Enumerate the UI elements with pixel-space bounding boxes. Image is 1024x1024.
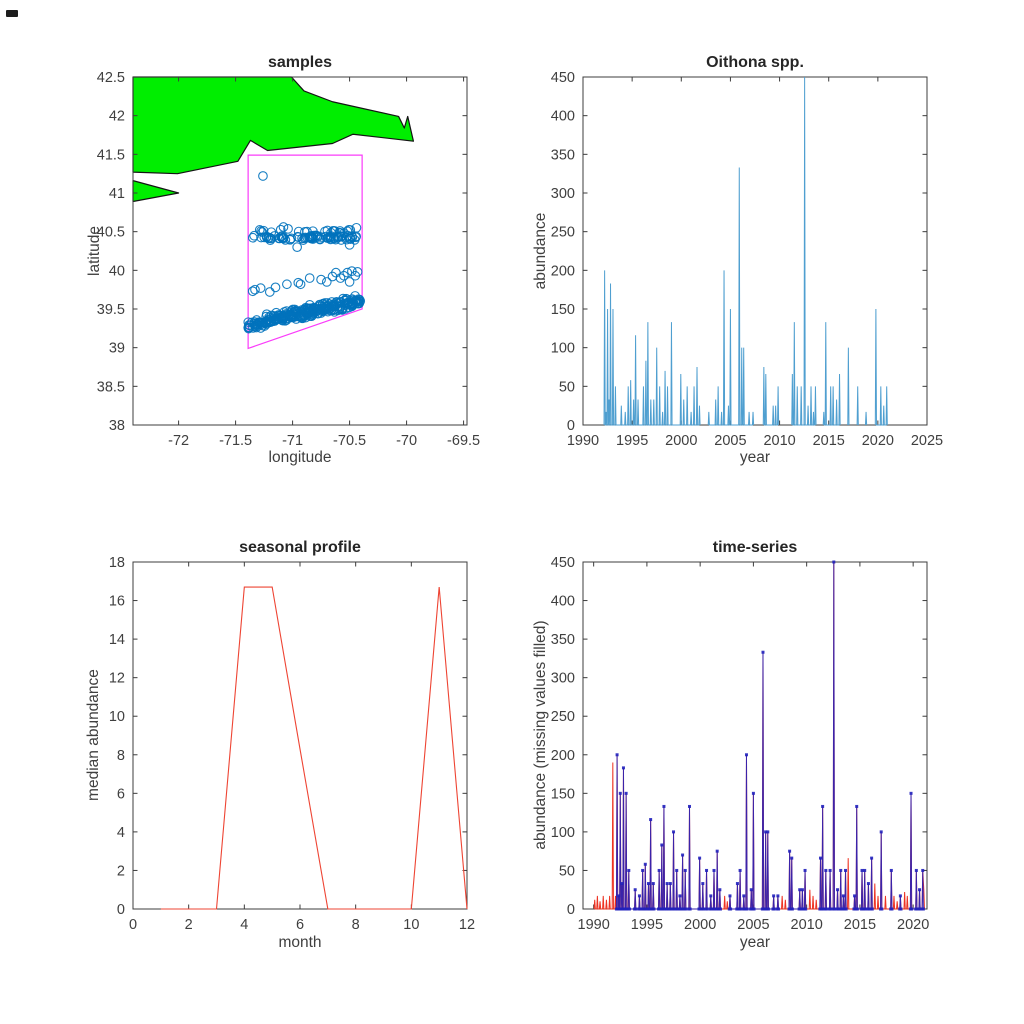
svg-text:300: 300 xyxy=(551,671,575,687)
svg-text:1995: 1995 xyxy=(616,433,648,449)
svg-text:6: 6 xyxy=(296,917,304,933)
svg-text:2000: 2000 xyxy=(684,917,716,933)
svg-text:-70: -70 xyxy=(396,433,417,449)
svg-text:2025: 2025 xyxy=(911,433,943,449)
svg-text:6: 6 xyxy=(117,786,125,802)
svg-text:250: 250 xyxy=(551,225,575,241)
svg-text:40.5: 40.5 xyxy=(97,225,125,241)
samples-title: samples xyxy=(267,54,333,71)
svg-text:2000: 2000 xyxy=(665,433,697,449)
svg-text:2020: 2020 xyxy=(897,917,929,933)
svg-text:12: 12 xyxy=(459,917,475,933)
oithona-ylabel: abundance xyxy=(532,212,549,290)
oithona-title: Oithona spp. xyxy=(706,54,804,71)
svg-text:42.5: 42.5 xyxy=(97,70,125,86)
svg-text:2: 2 xyxy=(185,917,193,933)
svg-text:1990: 1990 xyxy=(567,433,599,449)
svg-text:-72: -72 xyxy=(168,433,189,449)
svg-text:1990: 1990 xyxy=(578,917,610,933)
svg-text:10: 10 xyxy=(403,917,419,933)
svg-text:350: 350 xyxy=(551,632,575,648)
timeseries-title: time-series xyxy=(712,539,798,556)
svg-text:16: 16 xyxy=(109,594,125,610)
oithona-xlabel: year xyxy=(739,449,771,466)
svg-text:2005: 2005 xyxy=(737,917,769,933)
svg-text:200: 200 xyxy=(551,263,575,279)
svg-text:8: 8 xyxy=(352,917,360,933)
svg-text:38.5: 38.5 xyxy=(97,379,125,395)
svg-text:-71: -71 xyxy=(282,433,303,449)
svg-text:150: 150 xyxy=(551,786,575,802)
svg-text:400: 400 xyxy=(551,594,575,610)
svg-text:8: 8 xyxy=(117,748,125,764)
svg-text:10: 10 xyxy=(109,709,125,725)
samples-xlabel: longitude xyxy=(268,449,332,466)
svg-text:-69.5: -69.5 xyxy=(447,433,480,449)
svg-text:18: 18 xyxy=(109,555,125,571)
svg-text:2005: 2005 xyxy=(714,433,746,449)
svg-text:2: 2 xyxy=(117,863,125,879)
svg-text:-71.5: -71.5 xyxy=(219,433,252,449)
svg-text:2015: 2015 xyxy=(844,917,876,933)
svg-text:250: 250 xyxy=(551,709,575,725)
svg-text:38: 38 xyxy=(109,418,125,434)
svg-text:4: 4 xyxy=(117,825,125,841)
svg-text:41.5: 41.5 xyxy=(97,147,125,163)
svg-text:50: 50 xyxy=(559,379,575,395)
seasonal-ylabel: median abundance xyxy=(85,669,102,801)
svg-text:300: 300 xyxy=(551,186,575,202)
seasonal-xlabel: month xyxy=(278,934,322,951)
svg-text:0: 0 xyxy=(567,418,575,434)
svg-text:39: 39 xyxy=(109,341,125,357)
samples-ylabel: latitude xyxy=(86,226,103,276)
svg-text:2010: 2010 xyxy=(791,917,823,933)
svg-text:0: 0 xyxy=(117,902,125,918)
svg-text:200: 200 xyxy=(551,748,575,764)
svg-text:100: 100 xyxy=(551,341,575,357)
timeseries-ylabel: abundance (missing values filled) xyxy=(532,620,549,850)
svg-text:-70.5: -70.5 xyxy=(333,433,366,449)
svg-text:0: 0 xyxy=(567,902,575,918)
svg-text:41: 41 xyxy=(109,186,125,202)
svg-text:2020: 2020 xyxy=(862,433,894,449)
svg-text:400: 400 xyxy=(551,109,575,125)
svg-text:1995: 1995 xyxy=(631,917,663,933)
svg-text:450: 450 xyxy=(551,70,575,86)
screen-artifact xyxy=(6,10,18,17)
svg-text:12: 12 xyxy=(109,671,125,687)
svg-text:14: 14 xyxy=(109,632,125,648)
svg-text:0: 0 xyxy=(129,917,137,933)
seasonal-title: seasonal profile xyxy=(239,539,361,556)
timeseries-xlabel: year xyxy=(739,934,771,951)
svg-text:450: 450 xyxy=(551,555,575,571)
svg-text:40: 40 xyxy=(109,263,125,279)
svg-text:50: 50 xyxy=(559,863,575,879)
svg-text:2010: 2010 xyxy=(763,433,795,449)
svg-text:39.5: 39.5 xyxy=(97,302,125,318)
svg-text:150: 150 xyxy=(551,302,575,318)
svg-text:4: 4 xyxy=(240,917,248,933)
svg-text:42: 42 xyxy=(109,109,125,125)
svg-text:100: 100 xyxy=(551,825,575,841)
svg-text:2015: 2015 xyxy=(813,433,845,449)
svg-text:350: 350 xyxy=(551,147,575,163)
